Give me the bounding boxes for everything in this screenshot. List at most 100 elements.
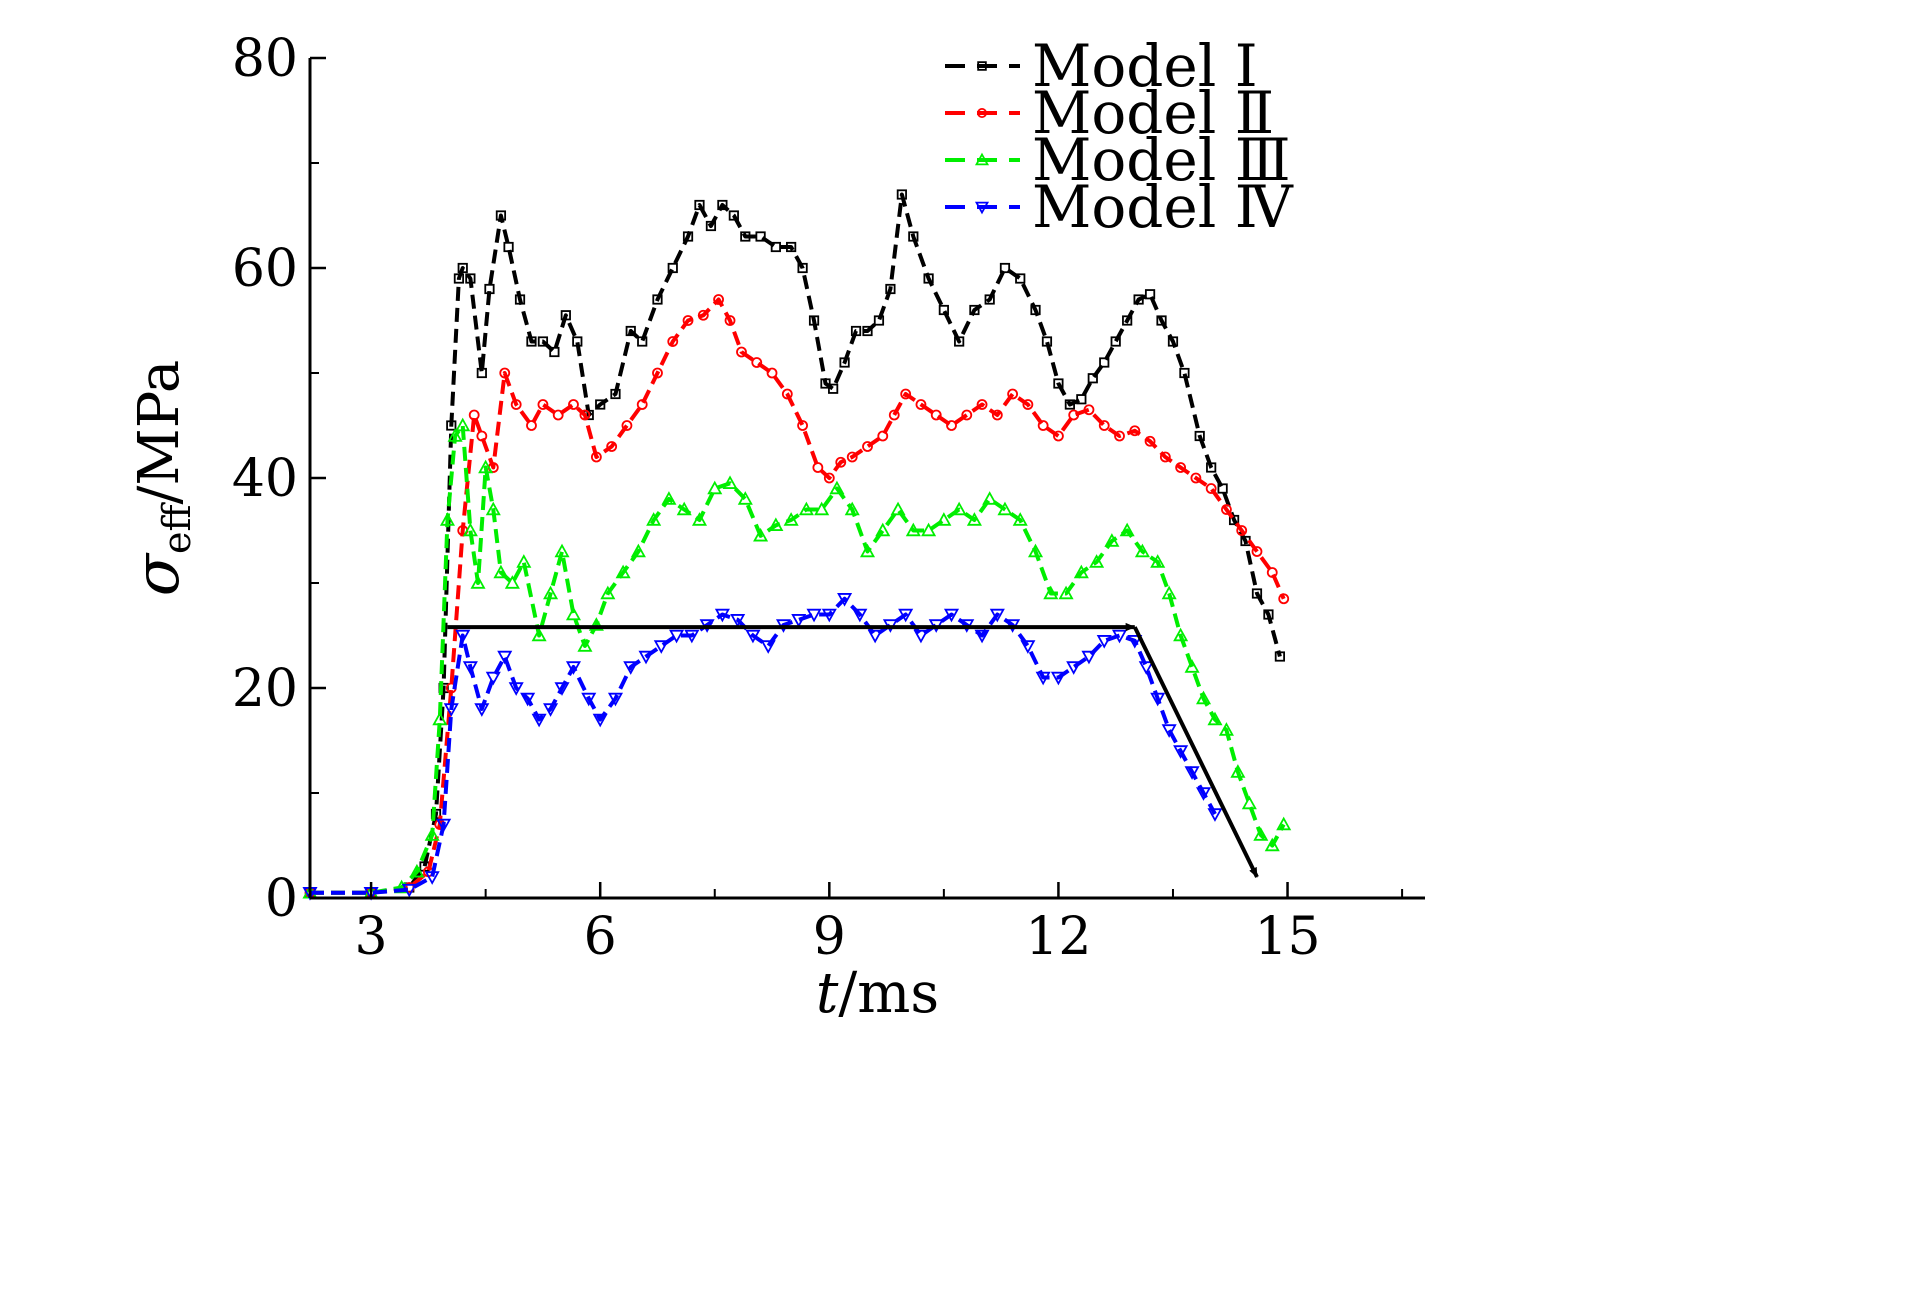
annotation-arrow-2 bbox=[1132, 626, 1259, 878]
data-point bbox=[873, 315, 885, 326]
data-point bbox=[531, 713, 547, 728]
y-tick-label: 20 bbox=[232, 659, 298, 719]
data-point bbox=[499, 367, 511, 379]
data-point bbox=[432, 711, 448, 726]
data-point bbox=[1190, 472, 1202, 484]
data-point bbox=[615, 564, 631, 579]
data-point bbox=[691, 512, 708, 526]
data-point bbox=[808, 315, 820, 326]
data-point bbox=[828, 383, 839, 394]
data-point bbox=[465, 273, 476, 284]
data-point bbox=[537, 399, 549, 410]
data-point bbox=[1150, 692, 1166, 707]
data-point bbox=[549, 346, 560, 358]
data-point bbox=[1196, 787, 1212, 801]
data-point bbox=[462, 661, 478, 675]
data-point bbox=[938, 304, 949, 316]
tick-labels: 3 6 9 12 15 0 20 40 60 80 bbox=[232, 29, 1321, 967]
data-point bbox=[1236, 525, 1248, 536]
data-point bbox=[755, 231, 766, 242]
data-point bbox=[1099, 357, 1110, 368]
data-point bbox=[1114, 430, 1125, 442]
data-point bbox=[781, 388, 793, 400]
data-point bbox=[705, 220, 717, 232]
data-point bbox=[1035, 671, 1051, 686]
data-point bbox=[821, 608, 837, 623]
data-point bbox=[1110, 336, 1121, 347]
y-axis-title-subscript: eff bbox=[155, 501, 199, 553]
y-tick-label: 80 bbox=[232, 29, 298, 89]
data-point bbox=[590, 451, 602, 463]
data-point bbox=[839, 357, 850, 368]
data-point bbox=[850, 325, 862, 337]
data-point bbox=[976, 399, 988, 410]
data-point bbox=[722, 475, 738, 489]
data-point bbox=[1073, 564, 1089, 579]
data-point bbox=[736, 346, 747, 358]
data-point bbox=[1030, 304, 1041, 316]
legend-label: Model Ⅳ bbox=[1032, 173, 1294, 241]
data-point bbox=[991, 409, 1003, 421]
data-point bbox=[1241, 795, 1257, 810]
data-point bbox=[797, 420, 808, 431]
data-point bbox=[1098, 420, 1110, 431]
data-point bbox=[682, 231, 694, 242]
data-point bbox=[946, 420, 957, 431]
data-point bbox=[1218, 722, 1234, 736]
data-point bbox=[484, 283, 495, 295]
data-point bbox=[439, 512, 455, 526]
data-point bbox=[852, 608, 868, 623]
legend-item: Model Ⅱ bbox=[945, 79, 1274, 147]
data-point bbox=[760, 640, 776, 654]
data-point bbox=[455, 417, 471, 432]
data-point bbox=[503, 241, 514, 253]
data-point bbox=[554, 543, 570, 558]
data-point bbox=[1205, 483, 1217, 494]
data-point bbox=[969, 304, 980, 316]
x-axis-title-unit: /ms bbox=[838, 961, 939, 1026]
data-point bbox=[508, 682, 524, 696]
data-point bbox=[1089, 554, 1105, 568]
data-point bbox=[476, 430, 488, 442]
data-point bbox=[446, 420, 457, 431]
data-point bbox=[568, 399, 579, 410]
data-point bbox=[898, 608, 914, 623]
data-point bbox=[554, 682, 570, 696]
data-point bbox=[1161, 724, 1177, 738]
data-point bbox=[954, 336, 965, 347]
data-point bbox=[714, 608, 730, 623]
legend-item: Model Ⅰ bbox=[945, 32, 1258, 100]
data-point bbox=[661, 491, 677, 505]
data-point bbox=[797, 262, 808, 274]
data-point bbox=[447, 428, 463, 442]
data-point bbox=[638, 650, 654, 665]
y-axis-title: σeff/MPa bbox=[120, 360, 199, 597]
legend-item: Model Ⅳ bbox=[945, 173, 1294, 241]
data-point bbox=[915, 399, 927, 410]
data-point bbox=[896, 189, 907, 200]
data-point bbox=[1133, 294, 1144, 305]
data-point bbox=[1096, 635, 1112, 649]
data-point bbox=[579, 409, 591, 421]
data-point bbox=[476, 367, 487, 379]
data-point bbox=[560, 310, 571, 321]
data-point bbox=[630, 543, 646, 558]
data-point bbox=[520, 692, 536, 707]
data-point bbox=[1119, 522, 1135, 537]
data-point bbox=[436, 818, 452, 833]
data-point bbox=[1278, 593, 1290, 605]
data-point bbox=[493, 564, 509, 579]
y-tick-label: 60 bbox=[232, 239, 298, 299]
data-point bbox=[1263, 609, 1274, 620]
data-point bbox=[401, 883, 417, 898]
data-point bbox=[485, 671, 501, 686]
data-point bbox=[1068, 409, 1080, 421]
data-point bbox=[537, 336, 549, 347]
data-point bbox=[1184, 659, 1200, 673]
data-point bbox=[1196, 690, 1212, 705]
x-tick-label: 12 bbox=[1025, 907, 1091, 967]
data-point bbox=[908, 231, 919, 242]
data-point bbox=[1012, 512, 1028, 526]
data-point bbox=[1076, 394, 1087, 405]
legend-label: Model Ⅲ bbox=[1032, 126, 1291, 194]
